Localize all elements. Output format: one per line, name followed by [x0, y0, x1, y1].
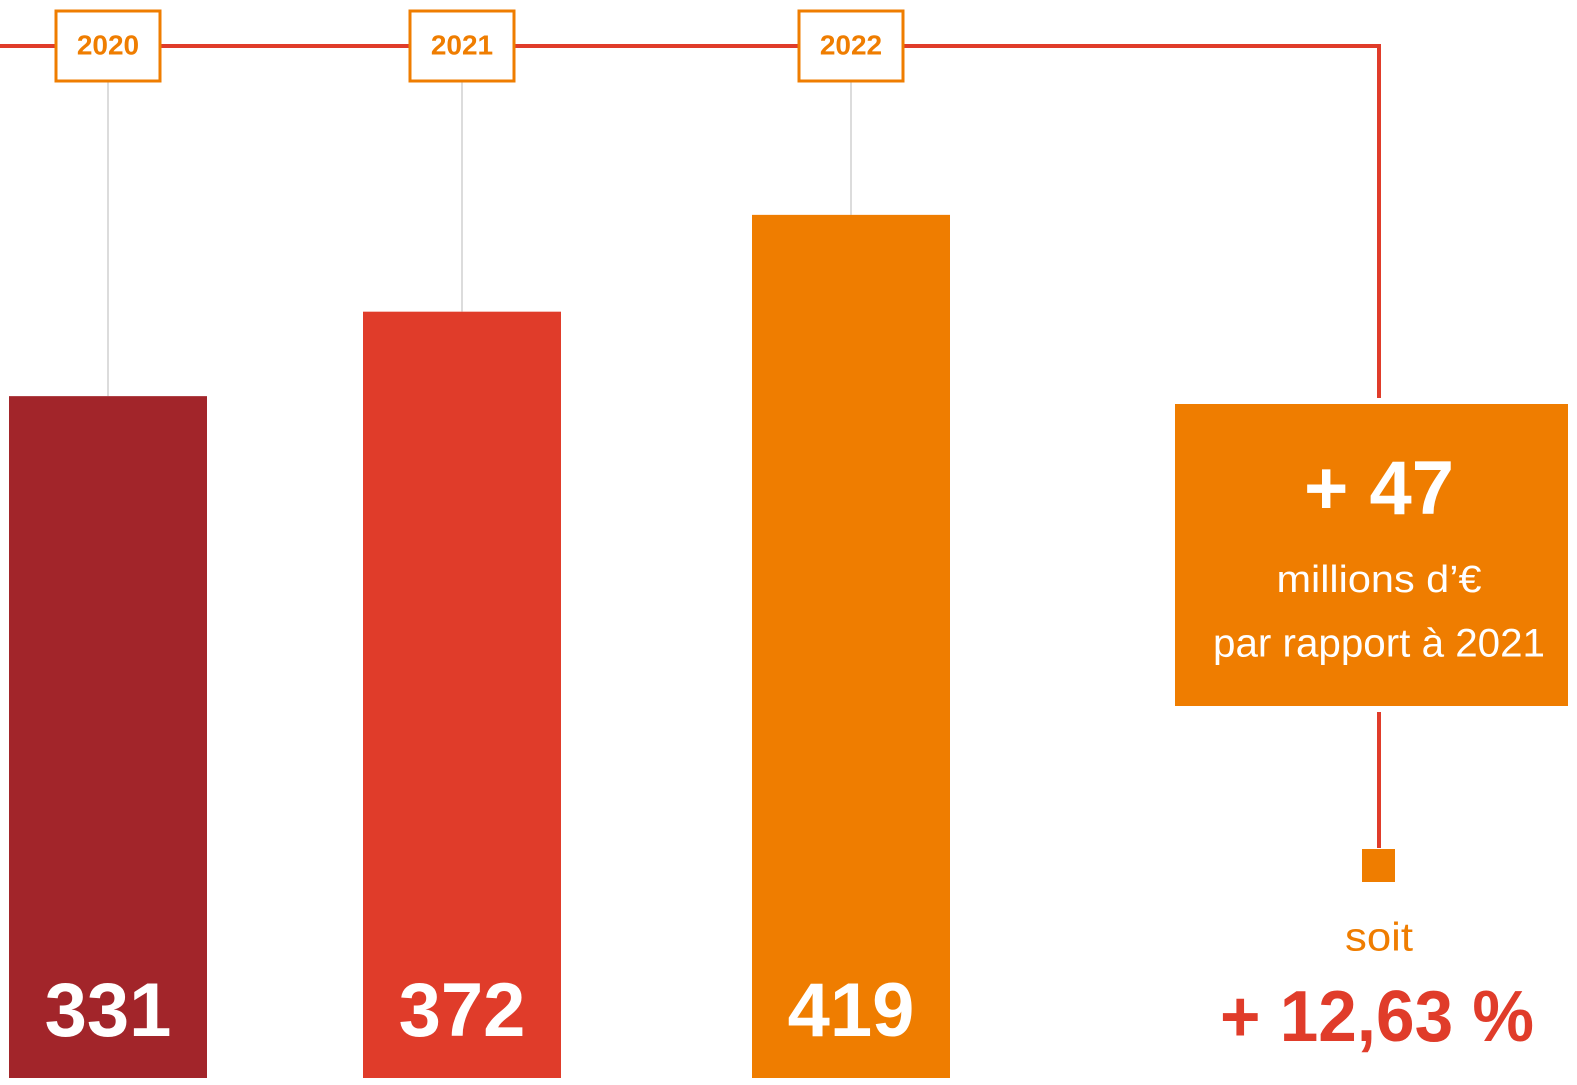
callout-value: + 47: [1304, 446, 1454, 531]
bar: [9, 396, 207, 1078]
year-label: 2021: [431, 29, 493, 60]
marker-square: [1362, 849, 1395, 882]
value-label: 419: [788, 968, 915, 1053]
year-box: [797, 9, 905, 83]
year-label: 2020: [77, 29, 139, 60]
value-label: 331: [45, 968, 172, 1053]
value-label: 372: [399, 968, 526, 1053]
callout-box: [1175, 404, 1568, 706]
bar: [752, 214, 950, 1079]
soit-label: soit: [1345, 916, 1413, 960]
year-box: [408, 9, 516, 83]
callout-note: par rapport à 2021: [1213, 622, 1545, 666]
year-box: [54, 9, 162, 83]
callout-unit: millions d’€: [1277, 559, 1482, 601]
bar: [363, 311, 561, 1078]
year-label: 2022: [820, 29, 882, 60]
percent-change: + 12,63 %: [1220, 977, 1534, 1057]
timeline: [0, 44, 1381, 398]
